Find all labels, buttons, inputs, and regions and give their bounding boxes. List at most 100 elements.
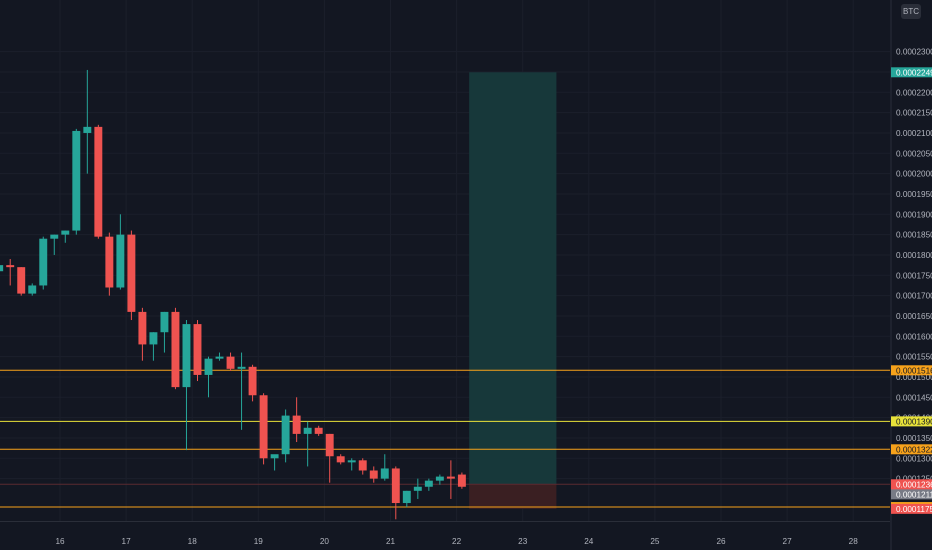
price-tick-label: 0.00018500 xyxy=(896,231,932,240)
candle[interactable] xyxy=(424,478,433,491)
candle-body xyxy=(457,474,466,487)
candles[interactable] xyxy=(0,69,466,520)
price-tick-label: 0.00016000 xyxy=(896,332,932,341)
candle[interactable] xyxy=(347,458,356,471)
candle-body xyxy=(303,427,312,434)
price-tick-label: 0.00017000 xyxy=(896,292,932,301)
candle[interactable] xyxy=(336,454,345,465)
time-tick-label: 28 xyxy=(849,537,859,546)
candle[interactable] xyxy=(138,307,147,361)
price-tick-label: 0.00021000 xyxy=(896,129,932,138)
target-price-tag-bg xyxy=(891,67,932,78)
price-tick-label: 0.00018000 xyxy=(896,251,932,260)
stop-zone[interactable] xyxy=(469,484,557,509)
candle[interactable] xyxy=(446,460,455,499)
price-tick-label: 0.00023000 xyxy=(896,48,932,57)
candle[interactable] xyxy=(325,433,334,483)
candle[interactable] xyxy=(83,69,92,174)
candle[interactable] xyxy=(61,230,70,243)
time-tick-label: 18 xyxy=(188,537,198,546)
price-tick-label: 0.00019500 xyxy=(896,190,932,199)
candle[interactable] xyxy=(105,232,114,296)
candle[interactable] xyxy=(171,307,180,390)
line-price-tag-bg xyxy=(891,444,932,455)
candle-body xyxy=(215,356,224,359)
candle[interactable] xyxy=(149,332,158,361)
candle[interactable] xyxy=(292,397,301,443)
candle-body xyxy=(105,236,114,288)
candle[interactable] xyxy=(358,458,367,475)
time-tick-label: 25 xyxy=(650,537,660,546)
candle[interactable] xyxy=(116,214,125,290)
candle[interactable] xyxy=(391,466,400,520)
candle[interactable] xyxy=(259,393,268,465)
horizontal-lines[interactable] xyxy=(0,369,890,508)
candle[interactable] xyxy=(28,283,37,296)
candle[interactable] xyxy=(182,320,191,451)
price-tick-label: 0.00015000 xyxy=(896,373,932,382)
candle-body xyxy=(336,456,345,463)
candle[interactable] xyxy=(435,474,444,485)
bid-price-tag-bg xyxy=(891,489,932,500)
candle[interactable] xyxy=(457,472,466,489)
target-price-tag: 0.00022492 xyxy=(896,68,932,77)
price-tick-label: 0.00012500 xyxy=(896,475,932,484)
candle[interactable] xyxy=(380,454,389,481)
candle-body xyxy=(94,126,103,237)
price-tick-label: 0.00021500 xyxy=(896,109,932,118)
candle-body xyxy=(347,460,356,463)
candle-body xyxy=(39,238,48,286)
candle[interactable] xyxy=(72,128,81,235)
currency-badge[interactable]: BTC xyxy=(901,4,921,19)
candle[interactable] xyxy=(94,124,103,239)
candle[interactable] xyxy=(160,311,169,353)
candle-body xyxy=(281,415,290,455)
candle[interactable] xyxy=(193,320,202,382)
time-tick-label: 16 xyxy=(55,537,65,546)
candle[interactable] xyxy=(226,352,235,371)
position-tool[interactable] xyxy=(469,72,557,509)
candle[interactable] xyxy=(369,466,378,483)
price-tick-label: 0.00017500 xyxy=(896,271,932,280)
candle[interactable] xyxy=(314,425,323,436)
candle-body xyxy=(193,324,202,375)
candle-body xyxy=(204,358,213,375)
line-price-tag: 0.00013908 xyxy=(896,417,932,426)
price-tick-label: 0.00016500 xyxy=(896,312,932,321)
candle-body xyxy=(358,460,367,471)
time-tick-label: 17 xyxy=(122,537,132,546)
candle[interactable] xyxy=(303,421,312,467)
candle-body xyxy=(380,468,389,479)
candle-body xyxy=(292,415,301,434)
candle-body xyxy=(28,285,37,294)
line-price-tag: 0.00015164 xyxy=(896,366,932,375)
candle-body xyxy=(0,265,4,272)
candle[interactable] xyxy=(50,234,59,255)
candle[interactable] xyxy=(215,352,224,361)
price-tick-label: 0.00020000 xyxy=(896,170,932,179)
candle[interactable] xyxy=(17,267,26,296)
candle-body xyxy=(369,470,378,479)
candle[interactable] xyxy=(0,265,4,275)
candle[interactable] xyxy=(248,364,257,402)
candle[interactable] xyxy=(204,356,213,398)
target-zone[interactable] xyxy=(469,72,557,485)
candle[interactable] xyxy=(270,454,279,471)
candle-body xyxy=(325,433,334,457)
candle-body xyxy=(50,234,59,239)
candle[interactable] xyxy=(413,478,422,499)
candle-body xyxy=(138,311,147,345)
time-axis[interactable]: 16 17 18 19 20 21 22 23 24 25 26 27 28 xyxy=(0,521,890,547)
candle[interactable] xyxy=(402,490,411,508)
candle-body xyxy=(402,490,411,504)
candle-body xyxy=(259,395,268,459)
candle[interactable] xyxy=(6,259,15,286)
time-tick-label: 20 xyxy=(320,537,330,546)
candle[interactable] xyxy=(237,352,246,430)
candle-body xyxy=(446,476,455,479)
candle[interactable] xyxy=(127,230,136,321)
candle[interactable] xyxy=(281,409,290,463)
price-tick-label: 0.00022000 xyxy=(896,88,932,97)
candle[interactable] xyxy=(39,236,48,290)
